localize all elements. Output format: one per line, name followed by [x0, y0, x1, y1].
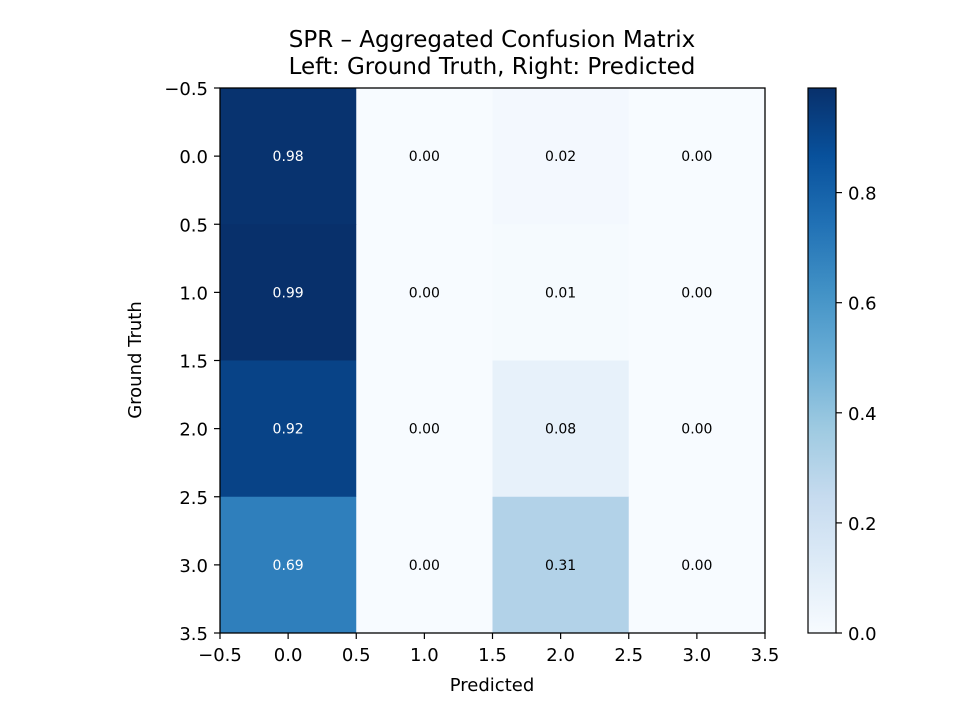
y-tick-label: 3.5	[179, 624, 208, 645]
colorbar-tick-label: 0.4	[848, 404, 877, 425]
y-tick-label: 1.5	[179, 352, 208, 373]
x-tick-label: 2.0	[546, 645, 575, 666]
colorbar-tick-label: 0.8	[848, 184, 877, 205]
heatmap-cell	[356, 88, 493, 225]
y-tick-label: 0.0	[179, 147, 208, 168]
heatmap-cell	[356, 360, 493, 498]
colorbar-tick-label: 0.2	[848, 514, 877, 535]
heatmap-cell	[220, 88, 357, 225]
x-axis-ticks: −0.5 0.0 0.5 1.0 1.5 2.0 2.5 3.0 3.5	[198, 633, 779, 666]
heatmap-cell	[492, 224, 630, 361]
cell-value-label: 0.99	[273, 285, 304, 301]
chart-title-line-2: Left: Ground Truth, Right: Predicted	[289, 54, 696, 80]
heatmap-cell-labels: 0.98 0.00 0.02 0.00 0.99 0.00 0.01 0.00 0.92 0.00…	[273, 149, 713, 574]
heatmap-cell	[492, 360, 630, 498]
heatmap-cell	[356, 496, 493, 634]
cell-value-label: 0.00	[409, 285, 440, 301]
heatmap-cell	[628, 224, 766, 361]
cell-value-label: 0.00	[681, 558, 712, 574]
chart-title-line-1: SPR – Aggregated Confusion Matrix	[289, 27, 696, 53]
colorbar	[807, 87, 837, 634]
heatmap-cell	[628, 360, 766, 498]
y-tick-label: 0.5	[179, 215, 208, 236]
heatmap-cell	[220, 496, 357, 634]
cell-value-label: 0.00	[409, 558, 440, 574]
x-tick-label: 2.5	[614, 645, 643, 666]
cell-value-label: 0.00	[409, 422, 440, 438]
heatmap-cell	[628, 496, 766, 634]
heatmap-cells	[220, 88, 766, 634]
y-tick-label: 1.0	[179, 283, 208, 304]
x-tick-label: −0.5	[198, 645, 242, 666]
heatmap-cell	[492, 496, 630, 634]
x-tick-label: 3.5	[751, 645, 780, 666]
y-tick-label: −0.5	[164, 79, 208, 100]
y-tick-label: 2.0	[179, 420, 208, 441]
heatmap-cell	[492, 88, 630, 225]
cell-value-label: 0.02	[545, 149, 576, 165]
x-tick-label: 1.5	[478, 645, 507, 666]
x-axis-label: Predicted	[450, 675, 535, 696]
heatmap-cell	[356, 224, 493, 361]
x-tick-label: 0.5	[342, 645, 371, 666]
y-axis-ticks: −0.5 0.0 0.5 1.0 1.5 2.0 2.5 3.0 3.5	[164, 79, 220, 645]
x-tick-label: 0.0	[274, 645, 303, 666]
y-tick-label: 2.5	[179, 488, 208, 509]
heatmap-cell	[628, 88, 766, 225]
cell-value-label: 0.08	[545, 422, 576, 438]
cell-value-label: 0.31	[545, 558, 576, 574]
y-tick-label: 3.0	[179, 556, 208, 577]
cell-value-label: 0.00	[681, 149, 712, 165]
x-tick-label: 3.0	[683, 645, 712, 666]
cell-value-label: 0.69	[273, 558, 304, 574]
heatmap-cell	[220, 224, 357, 361]
x-tick-label: 1.0	[410, 645, 439, 666]
cell-value-label: 0.01	[545, 285, 576, 301]
cell-value-label: 0.00	[681, 285, 712, 301]
colorbar-ticks: 0.0 0.2 0.4 0.6 0.8	[836, 184, 877, 645]
colorbar-tick-label: 0.0	[848, 624, 877, 645]
y-axis-label: Ground Truth	[125, 301, 146, 419]
cell-value-label: 0.98	[273, 149, 304, 165]
cell-value-label: 0.92	[273, 422, 304, 438]
cell-value-label: 0.00	[681, 422, 712, 438]
heatmap-cell	[220, 360, 357, 498]
colorbar-tick-label: 0.6	[848, 294, 877, 315]
cell-value-label: 0.00	[409, 149, 440, 165]
